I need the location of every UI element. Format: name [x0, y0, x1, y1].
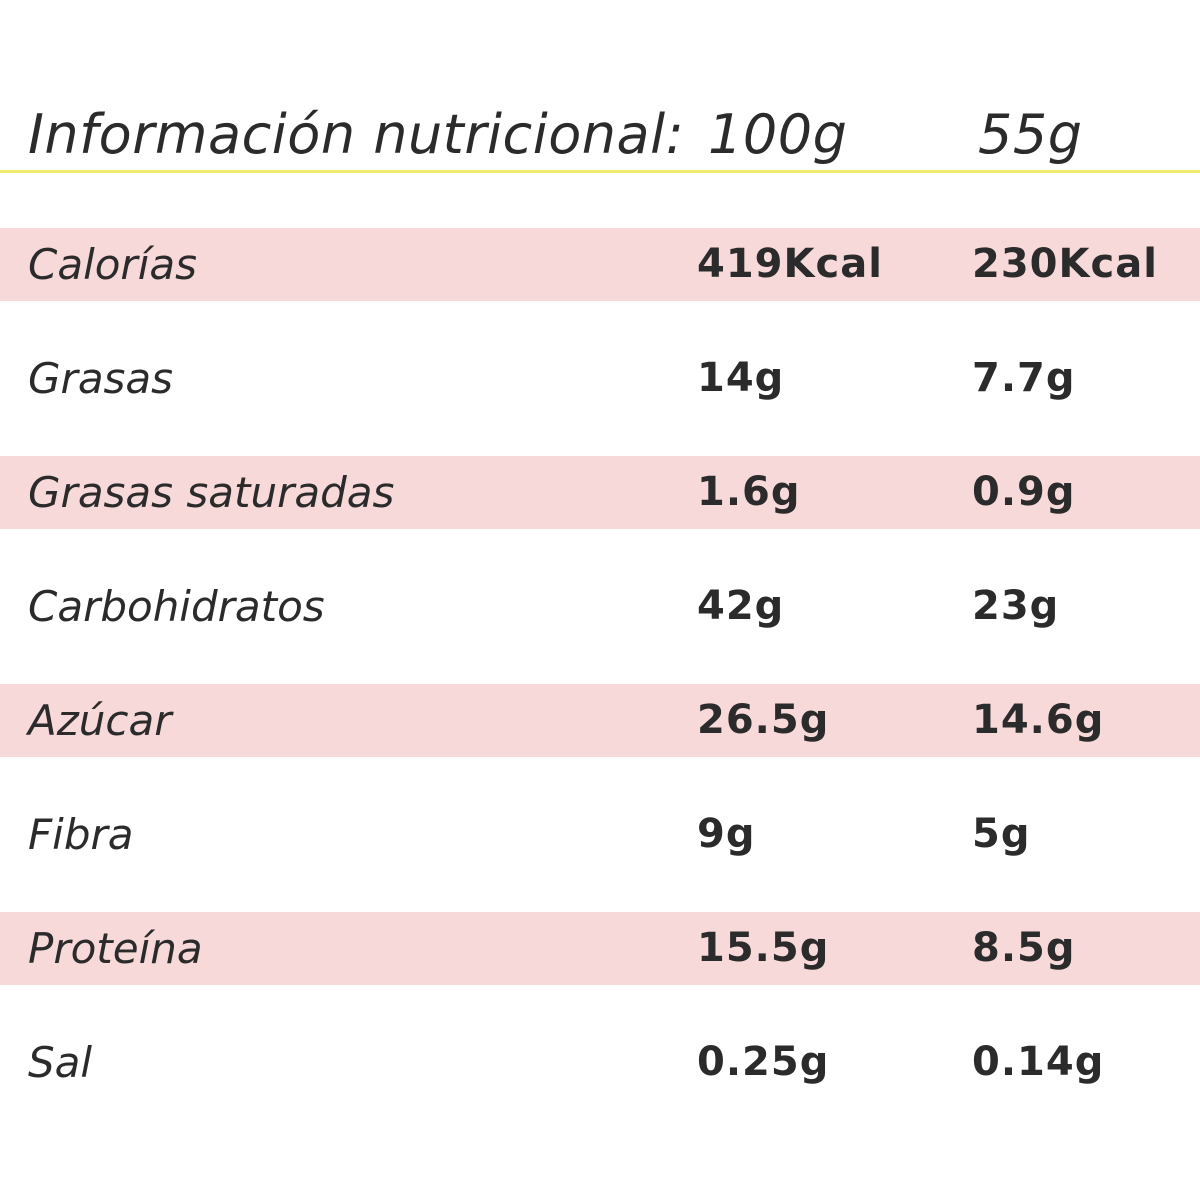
- value-per-100g: 0.25g: [697, 1039, 830, 1085]
- value-per-100g: 42g: [697, 583, 785, 629]
- table-row: Proteína 15.5g 8.5g: [0, 912, 1200, 1026]
- table-row: Sal 0.25g 0.14g: [0, 1026, 1200, 1140]
- nutrient-label: Grasas: [28, 354, 174, 403]
- table-row: Azúcar 26.5g 14.6g: [0, 684, 1200, 798]
- table-row: Grasas saturadas 1.6g 0.9g: [0, 456, 1200, 570]
- value-per-55g: 8.5g: [972, 925, 1076, 971]
- nutrient-label: Azúcar: [28, 696, 172, 745]
- value-per-55g: 230Kcal: [972, 241, 1158, 287]
- table-row: Carbohidratos 42g 23g: [0, 570, 1200, 684]
- nutrient-label: Grasas saturadas: [28, 468, 395, 517]
- table-row: Calorías 419Kcal 230Kcal: [0, 228, 1200, 342]
- nutrient-label: Carbohidratos: [28, 582, 325, 631]
- nutrient-label: Fibra: [28, 810, 134, 859]
- row-band: [0, 684, 1200, 757]
- value-per-55g: 0.14g: [972, 1039, 1105, 1085]
- nutrition-table: Calorías 419Kcal 230Kcal Grasas 14g 7.7g…: [0, 228, 1200, 1140]
- table-header: Información nutricional: 100g 55g: [0, 95, 1200, 173]
- value-per-100g: 419Kcal: [697, 241, 883, 287]
- row-band: [0, 912, 1200, 985]
- row-band: [0, 456, 1200, 529]
- value-per-100g: 1.6g: [697, 469, 801, 515]
- column-header-100g: 100g: [708, 103, 848, 166]
- value-per-55g: 0.9g: [972, 469, 1076, 515]
- value-per-100g: 9g: [697, 811, 756, 857]
- nutrient-label: Sal: [28, 1038, 93, 1087]
- table-row: Grasas 14g 7.7g: [0, 342, 1200, 456]
- table-row: Fibra 9g 5g: [0, 798, 1200, 912]
- value-per-55g: 7.7g: [972, 355, 1076, 401]
- header-divider: [0, 170, 1200, 173]
- nutrient-label: Proteína: [28, 924, 203, 973]
- nutrient-label: Calorías: [28, 240, 197, 289]
- value-per-55g: 5g: [972, 811, 1031, 857]
- value-per-55g: 14.6g: [972, 697, 1105, 743]
- column-header-55g: 55g: [978, 103, 1083, 166]
- value-per-100g: 15.5g: [697, 925, 830, 971]
- value-per-100g: 14g: [697, 355, 785, 401]
- value-per-100g: 26.5g: [697, 697, 830, 743]
- table-title: Información nutricional:: [28, 103, 685, 166]
- value-per-55g: 23g: [972, 583, 1060, 629]
- row-band: [0, 228, 1200, 301]
